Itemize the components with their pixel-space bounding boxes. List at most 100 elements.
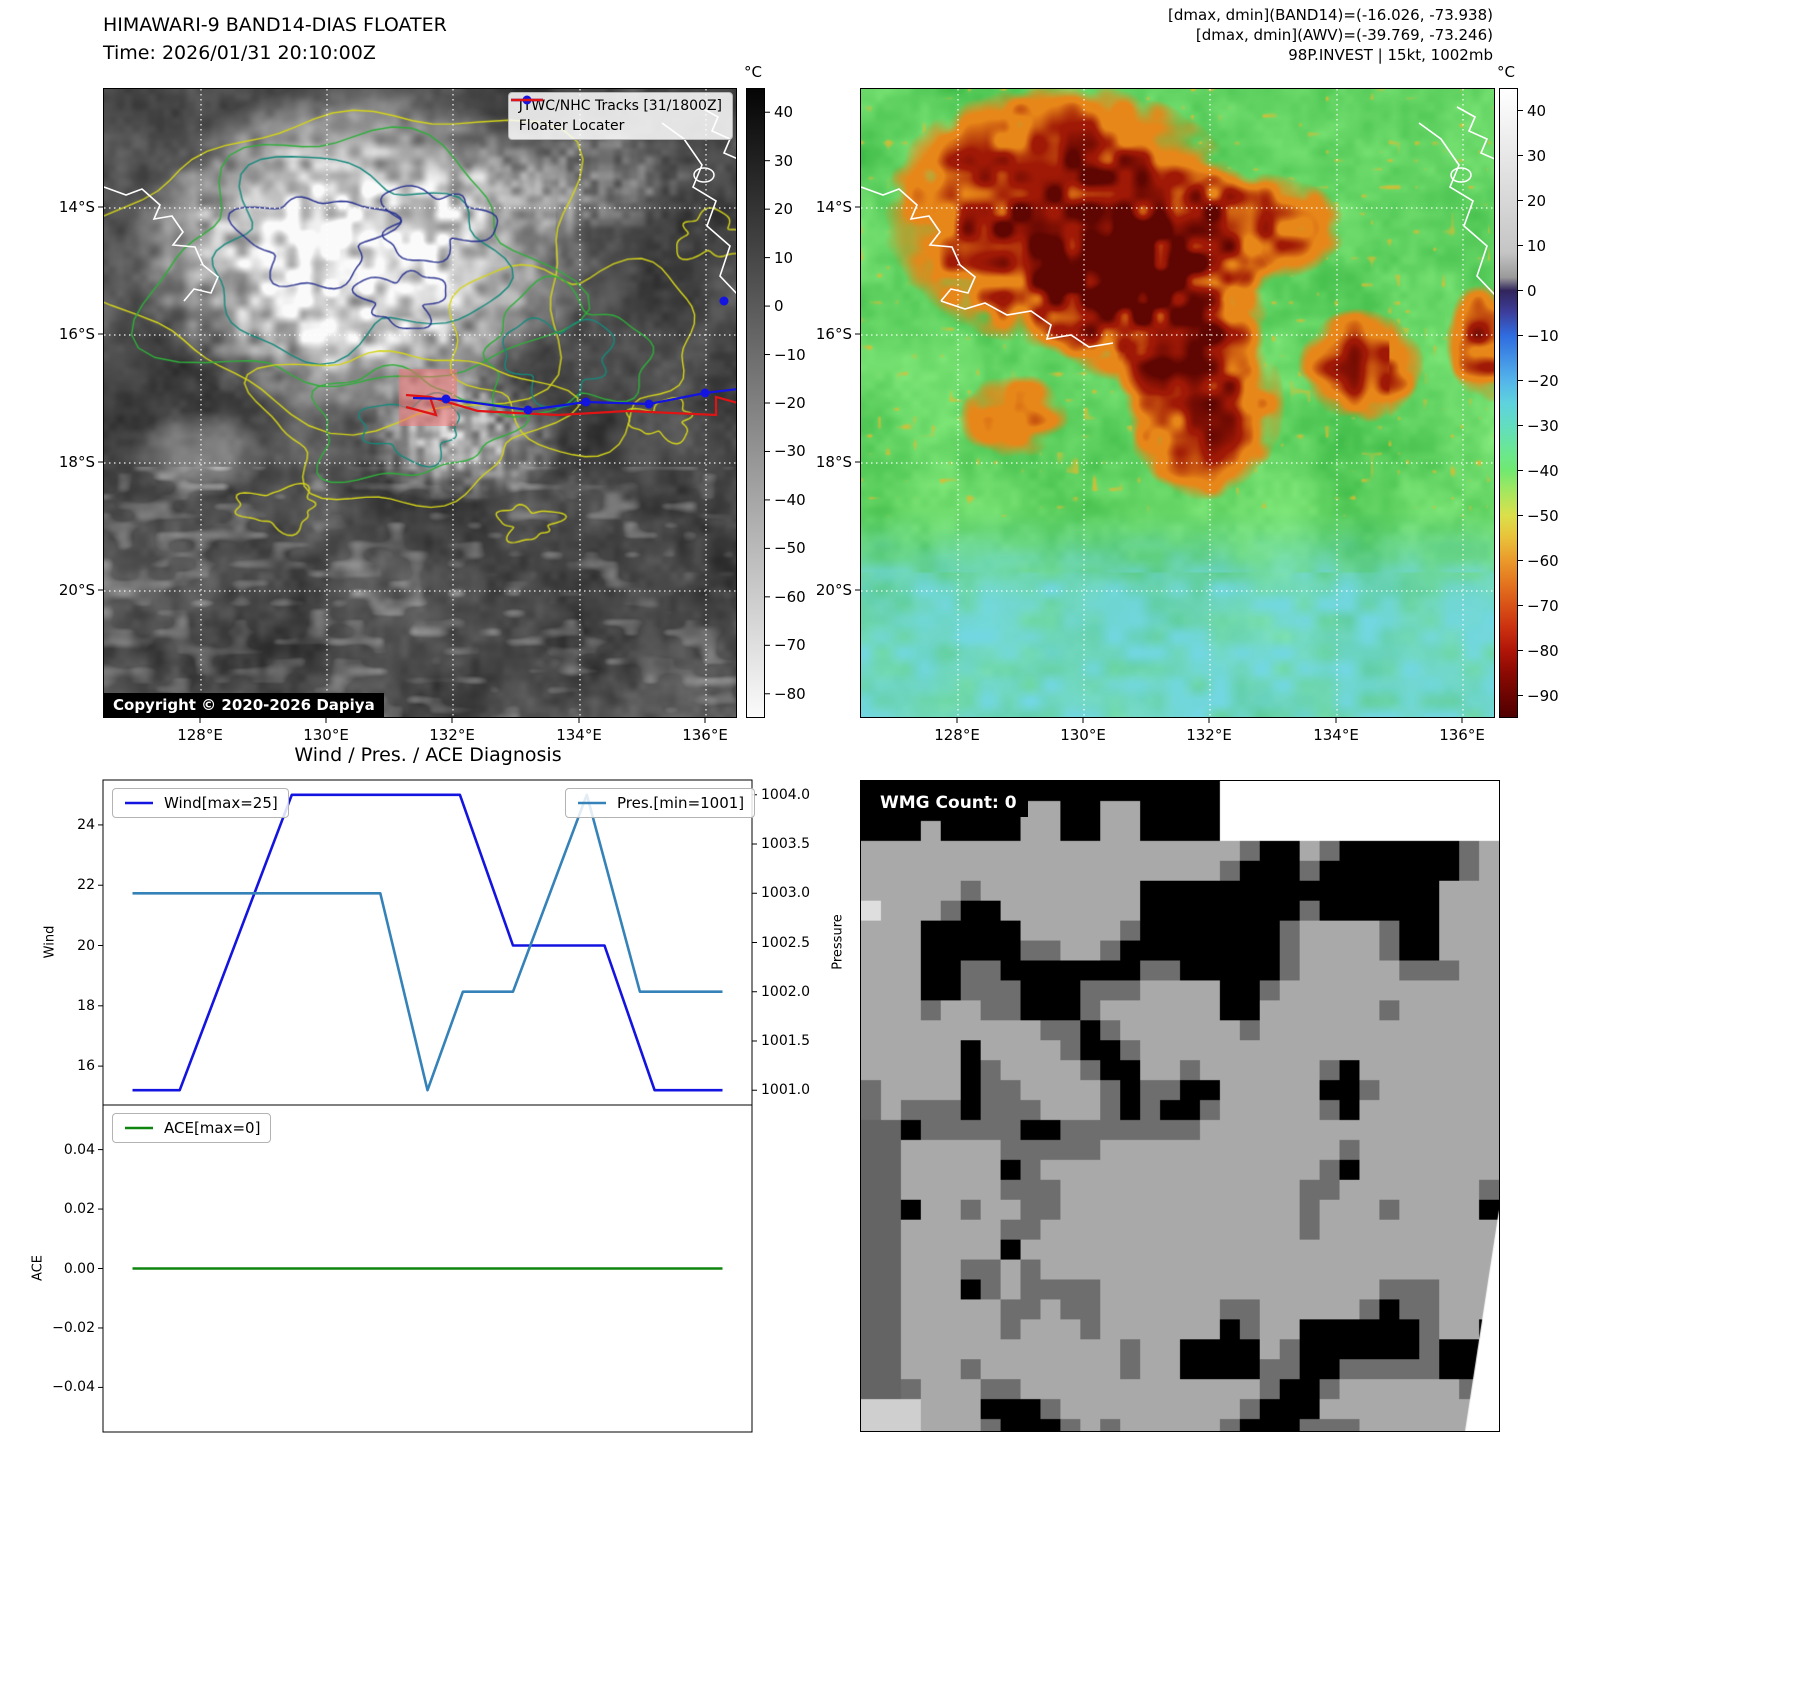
colorbar-tick-label: 40 (774, 103, 794, 122)
axis-tick-label: −0.04 (52, 1379, 95, 1396)
wind-line-icon (125, 801, 153, 805)
colorbar-tick-label: −20 (774, 394, 806, 412)
colorbar-tick-label: −10 (1527, 326, 1559, 345)
awv-map (860, 88, 1495, 718)
colorbar-tick-label: −90 (1527, 686, 1559, 705)
colorbar-tick-label: −80 (1527, 641, 1559, 660)
colorbar-tick-label: −40 (1527, 461, 1559, 480)
lon-tick-label: 134°E (556, 726, 602, 744)
floater-legend-label: Floater Locater (518, 118, 625, 134)
colorbar-tick-label: 40 (1527, 101, 1547, 120)
band14-colorbar-gradient (747, 89, 764, 717)
axis-tick-label: 18 (77, 997, 95, 1014)
ace-legend-item: ACE[max=0] (123, 1119, 260, 1137)
lat-tick-label: 16°S (815, 325, 852, 343)
colorbar-tick-label: 0 (1527, 281, 1537, 300)
lon-tick-label: 128°E (177, 726, 223, 744)
pres-line-icon (578, 801, 606, 805)
awv-annotation-awv: [dmax, dmin](AWV)=(-39.769, -73.246) (1195, 26, 1493, 44)
colorbar-tick-label: 20 (1527, 191, 1547, 210)
colorbar-tick-label: −10 (774, 345, 806, 364)
awv-annotation-band14: [dmax, dmin](BAND14)=(-16.026, -73.938) (1168, 6, 1493, 24)
pressure-axis-label: Pressure (830, 914, 846, 970)
axis-tick-label: 0.00 (63, 1260, 95, 1277)
colorbar-tick-label: 30 (1527, 146, 1547, 165)
axis-tick-label: 1002.0 (761, 983, 810, 1000)
awv-colorbar (1499, 88, 1518, 718)
ace-axis-label: ACE (30, 1255, 46, 1281)
lon-tick-label: 136°E (682, 726, 728, 744)
axis-tick-label: 1001.5 (761, 1032, 810, 1049)
wind-legend: Wind[max=25] (112, 788, 289, 818)
lon-tick-label: 136°E (1439, 726, 1485, 744)
band14-colorbar-unit: °C (744, 63, 762, 81)
ace-legend: ACE[max=0] (112, 1113, 272, 1143)
copyright-badge: Copyright © 2020-2026 Dapiya (104, 693, 384, 717)
lat-tick-label: 18°S (58, 453, 95, 471)
wmg-image (861, 781, 1499, 1431)
colorbar-tick-label: −80 (774, 684, 806, 703)
colorbar-tick-label: −30 (1527, 416, 1559, 435)
diagnosis-title: Wind / Pres. / ACE Diagnosis (294, 744, 562, 766)
awv-annotation-invest: 98P.INVEST | 15kt, 1002mb (1288, 46, 1493, 64)
wmg-map: WMG Count: 0 (860, 780, 1500, 1432)
axis-tick-label: 1001.0 (761, 1082, 810, 1099)
axis-tick-label: 1003.5 (761, 836, 810, 852)
lon-tick-label: 132°E (1186, 726, 1232, 744)
band14-legend: JTWC/NHC Tracks [31/1800Z] Floater Locat… (507, 92, 733, 140)
lat-tick-label: 18°S (815, 453, 852, 471)
band14-map: JTWC/NHC Tracks [31/1800Z] Floater Locat… (103, 88, 737, 718)
awv-overlay (861, 89, 1494, 717)
band14-title: HIMAWARI-9 BAND14-DIAS FLOATER (103, 14, 447, 36)
track-legend-label: JTWC/NHC Tracks [31/1800Z] (518, 98, 722, 114)
lon-tick-label: 132°E (429, 726, 475, 744)
colorbar-tick-label: −60 (774, 587, 806, 606)
axis-tick-label: 1004.0 (761, 786, 810, 803)
colorbar-tick-label: −30 (774, 442, 806, 461)
axis-tick-label: 24 (77, 816, 95, 833)
lon-tick-label: 130°E (303, 726, 349, 744)
colorbar-tick-label: 10 (1527, 236, 1547, 255)
axis-tick-label: 0.04 (63, 1141, 95, 1158)
floater-line-icon (510, 98, 543, 102)
colorbar-tick-label: −70 (774, 636, 806, 655)
ace-line-icon (125, 1126, 153, 1130)
axis-tick-label: 1002.5 (761, 934, 810, 951)
lon-tick-label: 134°E (1313, 726, 1359, 744)
awv-image (861, 89, 1494, 717)
colorbar-tick-label: −50 (1527, 506, 1559, 525)
colorbar-tick-label: 0 (774, 297, 784, 316)
axis-tick-label: 0.02 (63, 1201, 95, 1218)
lat-tick-label: 16°S (58, 325, 95, 343)
colorbar-tick-label: 30 (774, 151, 794, 170)
ace-legend-label: ACE[max=0] (164, 1119, 261, 1137)
axis-tick-label: −0.02 (52, 1319, 95, 1336)
lon-tick-label: 130°E (1060, 726, 1106, 744)
floater-legend-item: Floater Locater (510, 98, 722, 134)
pres-legend: Pres.[min=1001] (565, 788, 756, 818)
wind-legend-label: Wind[max=25] (164, 794, 278, 812)
colorbar-tick-label: −70 (1527, 596, 1559, 615)
axis-tick-label: 20 (77, 937, 95, 954)
wind-axis-label: Wind (42, 925, 58, 959)
axis-tick-label: 16 (77, 1058, 95, 1075)
lon-tick-label: 128°E (934, 726, 980, 744)
wind-legend-item: Wind[max=25] (123, 794, 278, 812)
awv-colorbar-unit: °C (1497, 63, 1515, 81)
wmg-count-badge: WMG Count: 0 (869, 789, 1028, 817)
axis-tick-label: 22 (77, 877, 95, 894)
awv-colorbar-gradient (1500, 89, 1517, 717)
colorbar-tick-label: −20 (1527, 371, 1559, 390)
colorbar-tick-label: 20 (774, 200, 794, 219)
colorbar-tick-label: −50 (774, 539, 806, 558)
colorbar-tick-label: −60 (1527, 551, 1559, 570)
band14-colorbar (746, 88, 765, 718)
band14-overlay (104, 89, 736, 717)
lat-tick-label: 20°S (58, 581, 95, 599)
pres-legend-label: Pres.[min=1001] (617, 794, 745, 812)
lat-tick-label: 14°S (58, 198, 95, 216)
track-legend-item: JTWC/NHC Tracks [31/1800Z] (510, 95, 722, 114)
axis-tick-label: 1003.0 (761, 885, 810, 902)
lat-tick-label: 14°S (815, 198, 852, 216)
